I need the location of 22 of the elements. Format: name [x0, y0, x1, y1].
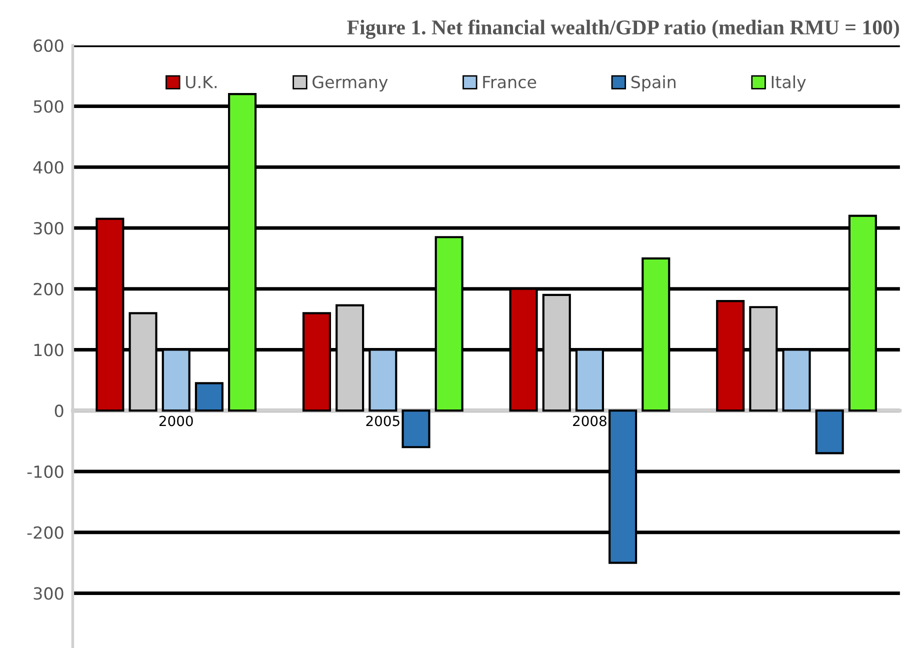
- bar: [815, 410, 844, 454]
- y-tick-label: 100: [34, 344, 64, 356]
- y-tick-label: -100: [27, 465, 64, 478]
- legend-label: Germany: [312, 76, 388, 92]
- legend-label: U.K.: [186, 76, 217, 88]
- y-tick-label: 300: [34, 587, 64, 600]
- x-tick-label: 2005: [366, 416, 400, 426]
- bar: [194, 382, 224, 412]
- y-tick-label: 300: [34, 222, 64, 235]
- x-tick-label: 2008: [573, 416, 606, 426]
- y-tick-label: 0: [54, 404, 64, 418]
- y-tick-label: 600: [34, 39, 64, 52]
- y-tick-label: 200: [34, 282, 64, 296]
- bar: [402, 410, 430, 448]
- legend-label: Spain: [631, 75, 676, 92]
- legend-label: Italy: [772, 75, 806, 92]
- y-tick-label: 500: [34, 100, 64, 113]
- y-tick-label: 400: [33, 161, 64, 174]
- legend-label: France: [483, 76, 536, 88]
- chart-title: Figure 1. Net financial wealth/GDP ratio (median RMU = 100): [347, 20, 899, 39]
- x-tick-label: 2000: [159, 416, 193, 426]
- y-tick-label: -200: [27, 526, 64, 539]
